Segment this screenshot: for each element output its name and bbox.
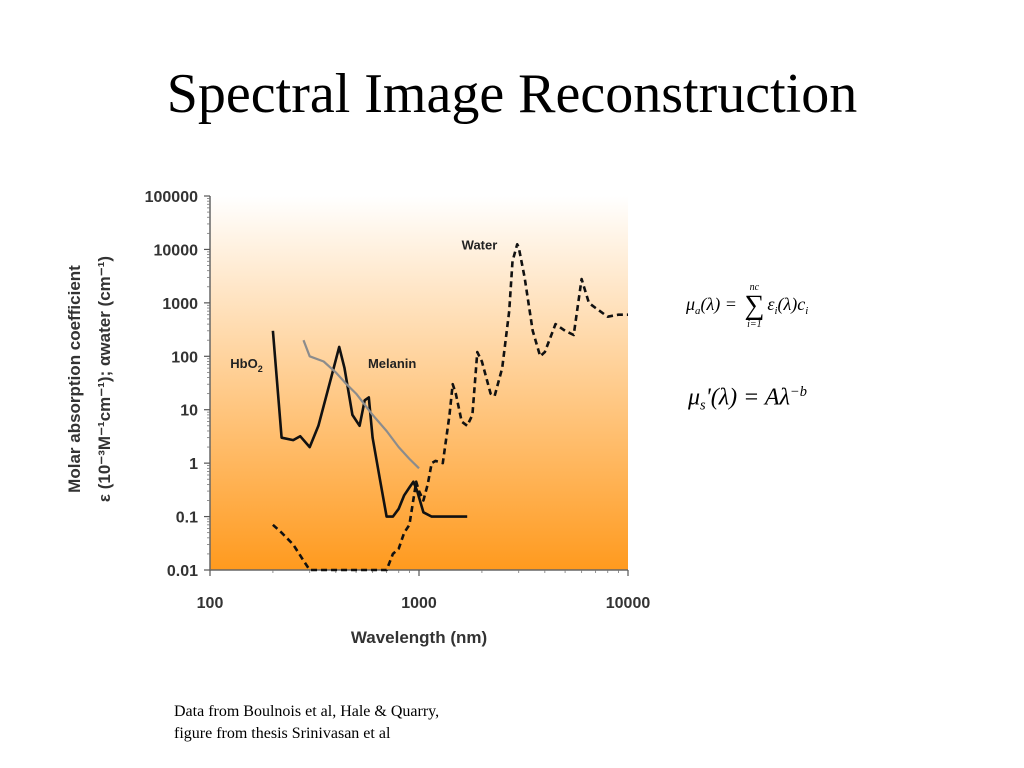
caption-line-1: Data from Boulnois et al, Hale & Quarry,	[174, 703, 440, 720]
slide-title: Spectral Image Reconstruction	[166, 63, 858, 125]
series-label: HbO2	[230, 356, 262, 374]
plot-background	[210, 196, 628, 570]
y-tick-label: 0.1	[176, 510, 198, 527]
y-tick-label: 10	[180, 403, 198, 420]
eq2-lhs: μ	[688, 384, 701, 411]
y-tick-label: 100000	[145, 189, 198, 206]
y-tick-label: 1000	[162, 296, 198, 313]
series-water-line	[272, 243, 628, 572]
sum-upper-limit: nc	[749, 282, 760, 293]
eq2-exponent: −b	[789, 384, 807, 400]
absorption-equation: μa(λ) = nc ∑ i=1 εi(λ)ci	[686, 282, 808, 330]
sigma-symbol: ∑	[744, 290, 765, 321]
x-axis-label: Wavelength (nm)	[351, 628, 487, 647]
eq1-term: ε	[767, 294, 775, 315]
series-label: Water	[462, 237, 498, 252]
axes: 0.01 0.1 1 10 100 1000 10000 100000 100 1000 10000	[145, 189, 651, 612]
series-melanin-line	[302, 339, 420, 470]
eq1-lhs: μ	[686, 294, 696, 315]
summation: nc ∑ i=1	[744, 282, 764, 330]
eq1-term-arg: (λ)c	[777, 294, 806, 315]
series-label: Melanin	[368, 356, 416, 371]
eq2-lhs-sub: s	[700, 397, 706, 414]
y-tick-label: 1	[189, 456, 198, 473]
x-tick-label: 100	[197, 595, 224, 612]
y-tick-label: 0.01	[167, 563, 198, 580]
annotation-layer: Water HbO2 Melanin	[230, 237, 497, 374]
series-label-subscript: 2	[258, 364, 263, 374]
y-tick-label: 100	[171, 349, 198, 366]
eq1-term-end-sub: i	[805, 304, 809, 317]
x-tick-label: 10000	[606, 595, 651, 612]
y-axis-label-line1: Molar absorption coefficient	[65, 265, 84, 493]
y-tick-label: 10000	[154, 242, 199, 259]
eq1-arg: (λ) =	[700, 294, 742, 315]
eq2-arg: '(λ) = Aλ	[705, 384, 790, 411]
eq1-lhs-sub: a	[695, 304, 701, 317]
caption-line-2: figure from thesis Srinivasan et al	[174, 725, 391, 742]
eq1-term-sub: i	[774, 304, 778, 317]
figure-caption: Data from Boulnois et al, Hale & Quarry,…	[174, 701, 439, 745]
sum-lower-limit: i=1	[747, 319, 762, 330]
series-hbo-line	[271, 330, 468, 518]
y-axis-label-line2: ε (10⁻³M⁻¹cm⁻¹); αwater (cm⁻¹)	[95, 256, 114, 502]
x-tick-label: 1000	[401, 595, 437, 612]
series-layer	[271, 243, 628, 572]
scattering-equation: μs'(λ) = Aλ−b	[688, 384, 807, 415]
